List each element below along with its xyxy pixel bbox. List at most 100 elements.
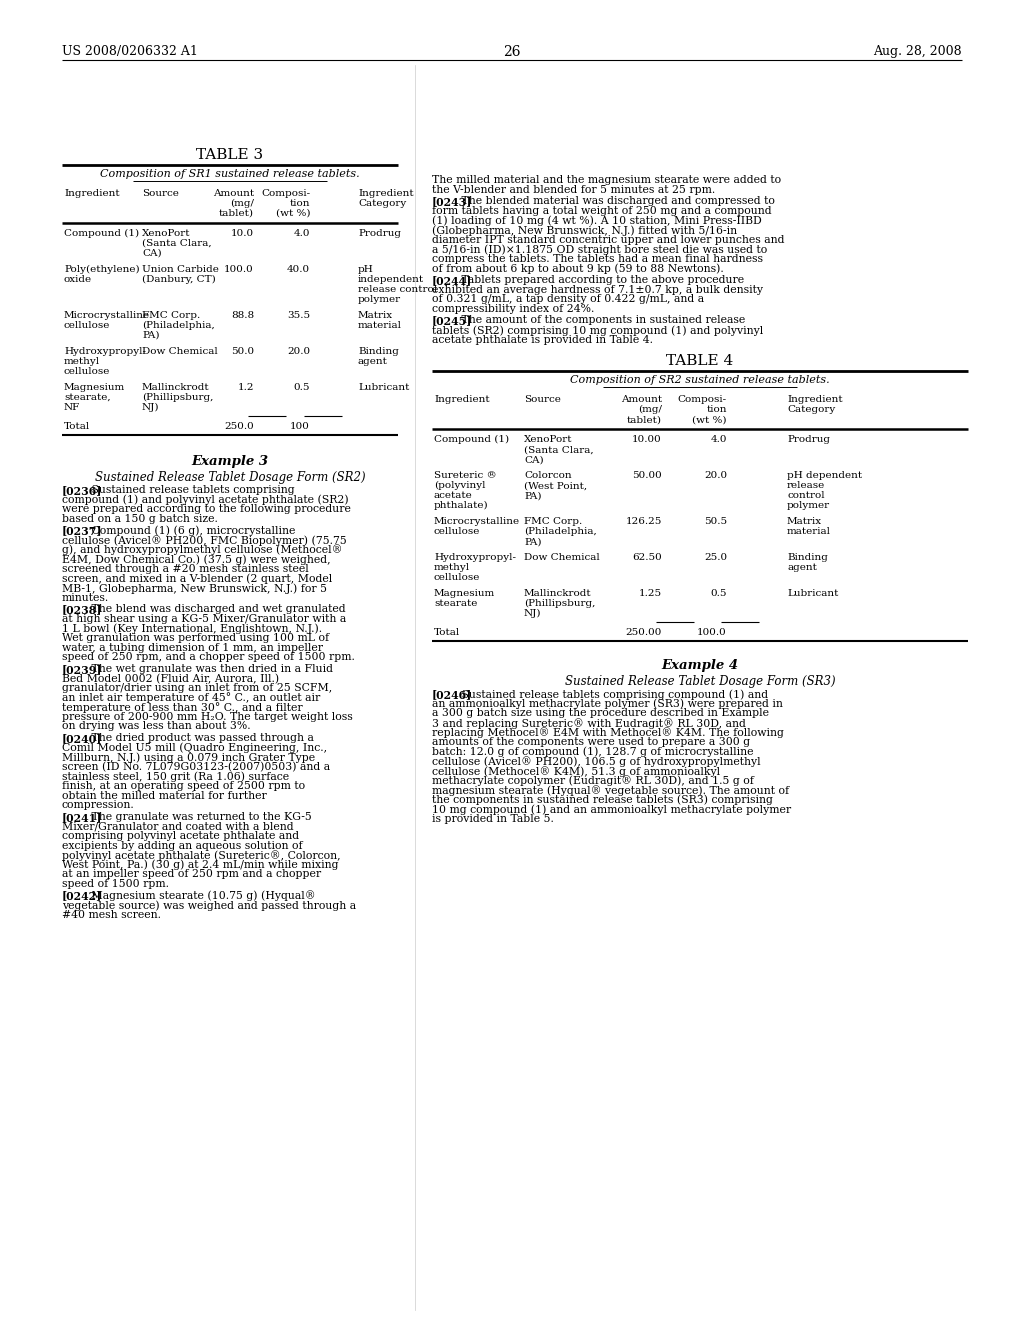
Text: 1 L bowl (Key International, Englishtown, N.J.).: 1 L bowl (Key International, Englishtown… (62, 623, 323, 634)
Text: 10.0: 10.0 (230, 228, 254, 238)
Text: Binding: Binding (787, 553, 827, 562)
Text: Sustained Release Tablet Dosage Form (SR3): Sustained Release Tablet Dosage Form (SR… (564, 676, 836, 688)
Text: Colorcon: Colorcon (524, 471, 571, 480)
Text: acetate phthalate is provided in Table 4.: acetate phthalate is provided in Table 4… (432, 334, 653, 345)
Text: speed of 1500 rpm.: speed of 1500 rpm. (62, 879, 169, 888)
Text: pressure of 200-900 mm H₂O. The target weight loss: pressure of 200-900 mm H₂O. The target w… (62, 711, 352, 722)
Text: granulator/drier using an inlet from of 25 SCFM,: granulator/drier using an inlet from of … (62, 682, 332, 693)
Text: FMC Corp.: FMC Corp. (524, 517, 583, 527)
Text: Magnesium: Magnesium (434, 589, 496, 598)
Text: Sustained release tablets comprising: Sustained release tablets comprising (87, 484, 294, 495)
Text: of 0.321 g/mL, a tap density of 0.422 g/mL, and a: of 0.321 g/mL, a tap density of 0.422 g/… (432, 294, 705, 304)
Text: CA): CA) (524, 455, 544, 465)
Text: (Globepharma, New Brunswick, N.J.) fitted with 5/16-in: (Globepharma, New Brunswick, N.J.) fitte… (432, 224, 737, 235)
Text: water, a tubing dimension of 1 mm, an impeller: water, a tubing dimension of 1 mm, an im… (62, 643, 323, 652)
Text: oxide: oxide (63, 275, 92, 284)
Text: Category: Category (787, 405, 836, 414)
Text: PA): PA) (524, 491, 542, 500)
Text: [0236]: [0236] (62, 484, 102, 496)
Text: pH dependent: pH dependent (787, 471, 862, 480)
Text: cellulose (Avicel® PH200), 106.5 g of hydroxypropylmethyl: cellulose (Avicel® PH200), 106.5 g of hy… (432, 756, 761, 767)
Text: Ingredient: Ingredient (434, 395, 489, 404)
Text: Dow Chemical: Dow Chemical (524, 553, 600, 562)
Text: form tablets having a total weight of 250 mg and a compound: form tablets having a total weight of 25… (432, 206, 772, 215)
Text: 26: 26 (503, 45, 521, 59)
Text: pH: pH (358, 265, 374, 275)
Text: The milled material and the magnesium stearate were added to: The milled material and the magnesium st… (432, 176, 781, 185)
Text: 50.00: 50.00 (632, 471, 662, 480)
Text: 3 and replacing Sureteric® with Eudragit® RL 30D, and: 3 and replacing Sureteric® with Eudragit… (432, 718, 745, 729)
Text: Sustained release tablets comprising compound (1) and: Sustained release tablets comprising com… (458, 689, 768, 700)
Text: CA): CA) (142, 249, 162, 257)
Text: Matrix: Matrix (787, 517, 822, 527)
Text: Source: Source (142, 189, 179, 198)
Text: 100: 100 (290, 422, 310, 432)
Text: Dow Chemical: Dow Chemical (142, 347, 218, 356)
Text: cellulose: cellulose (434, 573, 480, 582)
Text: 25.0: 25.0 (703, 553, 727, 562)
Text: [0246]: [0246] (432, 689, 472, 700)
Text: amounts of the components were used to prepare a 300 g: amounts of the components were used to p… (432, 737, 751, 747)
Text: Prodrug: Prodrug (358, 228, 401, 238)
Text: 4.0: 4.0 (294, 228, 310, 238)
Text: Prodrug: Prodrug (787, 436, 830, 445)
Text: Aug. 28, 2008: Aug. 28, 2008 (873, 45, 962, 58)
Text: screened through a #20 mesh stainless steel: screened through a #20 mesh stainless st… (62, 564, 309, 574)
Text: release control: release control (358, 285, 437, 294)
Text: 0.5: 0.5 (711, 589, 727, 598)
Text: g), and hydroxypropylmethyl cellulose (Methocel®: g), and hydroxypropylmethyl cellulose (M… (62, 545, 342, 556)
Text: magnesium stearate (Hyqual® vegetable source). The amount of: magnesium stearate (Hyqual® vegetable so… (432, 785, 790, 796)
Text: (West Point,: (West Point, (524, 482, 587, 490)
Text: The wet granulate was then dried in a Fluid: The wet granulate was then dried in a Fl… (87, 664, 333, 673)
Text: 10.00: 10.00 (632, 436, 662, 445)
Text: vegetable source) was weighed and passed through a: vegetable source) was weighed and passed… (62, 900, 356, 911)
Text: stainless steel, 150 grit (Ra 1.06) surface: stainless steel, 150 grit (Ra 1.06) surf… (62, 771, 289, 781)
Text: Wet granulation was performed using 100 mL of: Wet granulation was performed using 100 … (62, 634, 329, 643)
Text: a 5/16-in (ID)×1.1875 OD straight bore steel die was used to: a 5/16-in (ID)×1.1875 OD straight bore s… (432, 244, 767, 255)
Text: Composi-: Composi- (678, 395, 727, 404)
Text: 1.2: 1.2 (238, 383, 254, 392)
Text: temperature of less than 30° C., and a filter: temperature of less than 30° C., and a f… (62, 702, 303, 713)
Text: Source: Source (524, 395, 561, 404)
Text: 88.8: 88.8 (230, 312, 254, 319)
Text: tablet): tablet) (219, 209, 254, 218)
Text: 10 mg compound (1) and an ammonioalkyl methacrylate polymer: 10 mg compound (1) and an ammonioalkyl m… (432, 804, 792, 814)
Text: The dried product was passed through a: The dried product was passed through a (87, 733, 313, 743)
Text: cellulose (Avicel® PH200, FMC Biopolymer) (75.75: cellulose (Avicel® PH200, FMC Biopolymer… (62, 535, 347, 545)
Text: 50.5: 50.5 (703, 517, 727, 527)
Text: cellulose (Methocel® K4M), 51.3 g of ammonioalkyl: cellulose (Methocel® K4M), 51.3 g of amm… (432, 766, 720, 776)
Text: screen, and mixed in a V-blender (2 quart, Model: screen, and mixed in a V-blender (2 quar… (62, 573, 332, 583)
Text: an ammonioalkyl methacrylate polymer (SR3) were prepared in: an ammonioalkyl methacrylate polymer (SR… (432, 698, 783, 709)
Text: #40 mesh screen.: #40 mesh screen. (62, 909, 161, 920)
Text: the components in sustained release tablets (SR3) comprising: the components in sustained release tabl… (432, 795, 773, 805)
Text: material: material (358, 321, 402, 330)
Text: compression.: compression. (62, 800, 135, 810)
Text: methacrylate copolymer (Eudragit® RL 30D), and 1.5 g of: methacrylate copolymer (Eudragit® RL 30D… (432, 776, 754, 787)
Text: Mixer/Granulator and coated with a blend: Mixer/Granulator and coated with a blend (62, 821, 294, 832)
Text: (Phillipsburg,: (Phillipsburg, (142, 393, 213, 403)
Text: NJ): NJ) (524, 610, 542, 618)
Text: 40.0: 40.0 (287, 265, 310, 275)
Text: Poly(ethylene): Poly(ethylene) (63, 265, 139, 275)
Text: control: control (787, 491, 824, 500)
Text: Hydroxypropyl-: Hydroxypropyl- (63, 347, 146, 356)
Text: stearate,: stearate, (63, 393, 111, 403)
Text: excipients by adding an aqueous solution of: excipients by adding an aqueous solution… (62, 841, 303, 850)
Text: 126.25: 126.25 (626, 517, 662, 527)
Text: (Philadelphia,: (Philadelphia, (524, 527, 597, 536)
Text: XenoPort: XenoPort (524, 436, 572, 445)
Text: Total: Total (434, 628, 460, 638)
Text: of from about 6 kp to about 9 kp (59 to 88 Newtons).: of from about 6 kp to about 9 kp (59 to … (432, 264, 724, 275)
Text: 0.5: 0.5 (294, 383, 310, 392)
Text: exhibited an average hardness of 7.1±0.7 kp, a bulk density: exhibited an average hardness of 7.1±0.7… (432, 285, 763, 294)
Text: were prepared according to the following procedure: were prepared according to the following… (62, 504, 351, 515)
Text: (mg/: (mg/ (638, 405, 662, 414)
Text: 100.0: 100.0 (224, 265, 254, 275)
Text: Lubricant: Lubricant (787, 589, 839, 598)
Text: Ingredient: Ingredient (787, 395, 843, 404)
Text: The blended material was discharged and compressed to: The blended material was discharged and … (458, 197, 774, 206)
Text: [0240]: [0240] (62, 733, 102, 744)
Text: West Point, Pa.) (30 g) at 2.4 mL/min while mixing: West Point, Pa.) (30 g) at 2.4 mL/min wh… (62, 859, 339, 870)
Text: TABLE 3: TABLE 3 (197, 148, 263, 162)
Text: 20.0: 20.0 (703, 471, 727, 480)
